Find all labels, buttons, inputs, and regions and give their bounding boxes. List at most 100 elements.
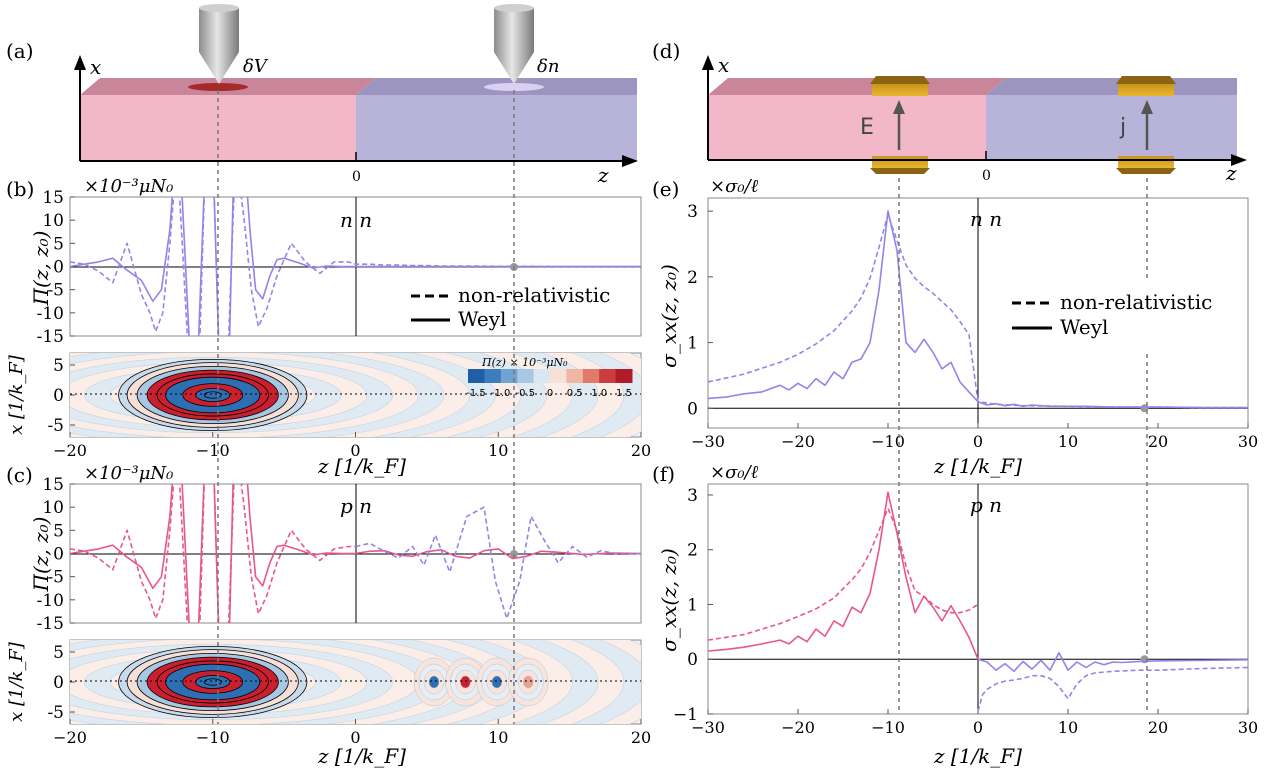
bm-xtick-label: −10 — [196, 441, 230, 460]
legend-e-nonrel: non-relativistic — [1060, 290, 1212, 314]
bm-xtick-label: 10 — [488, 441, 508, 460]
colorbar-tick-label: -1.0 — [491, 388, 511, 399]
cm-xtick-label: 10 — [488, 728, 508, 747]
c-series-nonrelativistic-2 — [355, 506, 641, 620]
legend-e: non-relativistic Weyl — [1012, 290, 1212, 339]
slab-top-n-d — [708, 78, 1006, 95]
xlabel-cm: z [1/k_F] — [317, 744, 406, 768]
e-ytick-label: 3 — [687, 202, 698, 222]
cm-xtick-label: −10 — [196, 728, 230, 747]
c-ytick-label: -10 — [37, 591, 64, 611]
colorbar-tick-label: -1.5 — [466, 388, 486, 399]
f-xtick-label: 30 — [1238, 718, 1258, 737]
ylabel-c: Π(z, z₀) — [29, 517, 53, 593]
ylabel-bm: x [1/k_F] — [6, 354, 27, 435]
colorbar-ticks: -1.5 -1.0 -0.5 0 0.5 1.0 1.5 — [466, 388, 632, 399]
xlabel-bm: z [1/k_F] — [317, 454, 406, 478]
cm-spot-ring — [522, 675, 534, 689]
slab-front-p-d — [986, 95, 1237, 159]
ylabel-f: σ_xx(z, z₀) — [657, 548, 681, 652]
colorbar-cell — [599, 369, 617, 383]
f-xtick-label: 10 — [1058, 718, 1078, 737]
bm-ytick-label: 0 — [53, 386, 64, 406]
colorbar-cell — [484, 369, 502, 383]
slab-front-n — [80, 95, 356, 161]
legend-b: non-relativistic Weyl — [411, 283, 610, 331]
cm-spot-ring — [428, 675, 440, 689]
curves-c — [70, 484, 641, 623]
cm-spot-ring — [491, 675, 503, 689]
b-ytick-label: 0 — [53, 258, 64, 278]
b-ytick-label: -10 — [37, 304, 64, 324]
cm-ytick-label: 5 — [53, 643, 64, 663]
f-ytick-label: −1 — [673, 705, 698, 725]
colorbar-cell — [566, 369, 584, 383]
colorbar-tick-label: 0 — [547, 388, 553, 399]
legend-b-nonrel: non-relativistic — [458, 283, 610, 307]
f-ytick-label: 2 — [687, 541, 698, 561]
probe-tip-right — [494, 4, 534, 84]
annotation-e: n n — [970, 207, 1002, 231]
colorbar-cell — [582, 369, 600, 383]
f-xtick-label: 20 — [1148, 718, 1168, 737]
b-ytick-label: 15 — [42, 188, 64, 208]
e-ytick-label: 1 — [687, 334, 698, 354]
panel-d: (d) E j x z 0 — [652, 39, 1247, 185]
ylabel-e: σ_xx(z, z₀) — [657, 264, 681, 368]
guide-lines — [217, 90, 1148, 724]
cm-ytick-label: 0 — [53, 673, 64, 693]
bm-band — [203, 391, 222, 399]
cm-spot-ring — [460, 675, 471, 689]
scale-label-c: ×10⁻³μN₀ — [84, 463, 173, 484]
c-ytick-label: -5 — [47, 568, 64, 588]
bm-ytick-label: -5 — [47, 416, 64, 436]
annotation-c: p n — [340, 494, 372, 518]
panel-c: (c) ×10⁻³μN₀ -15 -10 -5 0 5 10 15 p n Π(z, z₀) — [6, 463, 642, 634]
f-xtick-label: −10 — [871, 718, 905, 737]
xlabel-f: z [1/k_F] — [933, 744, 1022, 768]
spot-delta-v — [188, 83, 248, 91]
slab-top-p-d — [986, 78, 1237, 95]
c-ytick-label: -15 — [37, 614, 64, 634]
e-xtick-label: −30 — [691, 432, 725, 451]
axes-e: 0 1 2 3 −30 −20 −10 0 10 20 30 — [687, 198, 1258, 451]
cm-xtick-label: 0 — [350, 728, 360, 747]
colorbar-title: Π(z) × 10⁻³μN₀ — [481, 356, 568, 369]
colorbar-tick-label: 1.5 — [616, 388, 632, 399]
panel-a: (a) x z 0 δV δn — [6, 4, 638, 187]
f-series-weyl-1 — [977, 651, 1248, 673]
b-ytick-label: 10 — [42, 211, 64, 231]
bm-xtick-label: 20 — [631, 441, 651, 460]
spot-delta-n — [484, 83, 544, 91]
f-xtick-label: −20 — [781, 718, 815, 737]
colorbar-tick-label: -0.5 — [516, 388, 536, 399]
axis-x-arrowhead-a — [74, 55, 86, 70]
panel-c-map: -5 0 5 −20 −10 0 10 20 x [1/k_F] z [1/k_F] — [6, 639, 651, 768]
cm-ytick-label: -5 — [47, 703, 64, 723]
e-ytick-label: 0 — [687, 399, 698, 419]
cm-xtick-label: 20 — [631, 728, 651, 747]
e-ytick-label: 2 — [687, 268, 698, 288]
colorbar-cell — [500, 369, 518, 383]
yticks-c: -15 -10 -5 0 5 10 15 — [37, 475, 75, 634]
f-series-nonrelativistic-3 — [977, 666, 1248, 712]
ylabel-b: Π(z, z₀) — [29, 231, 53, 307]
panel-label-f: (f) — [652, 462, 675, 486]
e-xtick-label: −10 — [871, 432, 905, 451]
scale-label-e: ×σ₀/ℓ — [710, 176, 759, 197]
cm-band — [203, 678, 222, 686]
scale-label-b: ×10⁻³μN₀ — [84, 176, 173, 197]
panel-b: (b) ×10⁻³μN₀ -15 -10 -5 0 5 10 15 n n Π(z, z₀)… — [6, 176, 642, 347]
axis-x-label-a: x — [90, 55, 101, 79]
zero-label-a: 0 — [352, 169, 361, 185]
c-ytick-label: 10 — [42, 498, 64, 518]
panel-label-a: (a) — [6, 39, 34, 63]
axis-z-label-a: z — [597, 163, 609, 187]
e-xtick-label: 20 — [1148, 432, 1168, 451]
annotation-f: p n — [970, 493, 1002, 517]
curves-f — [708, 491, 1248, 712]
c-ytick-label: 0 — [53, 545, 64, 565]
arrow-label-j: j — [1119, 115, 1126, 140]
